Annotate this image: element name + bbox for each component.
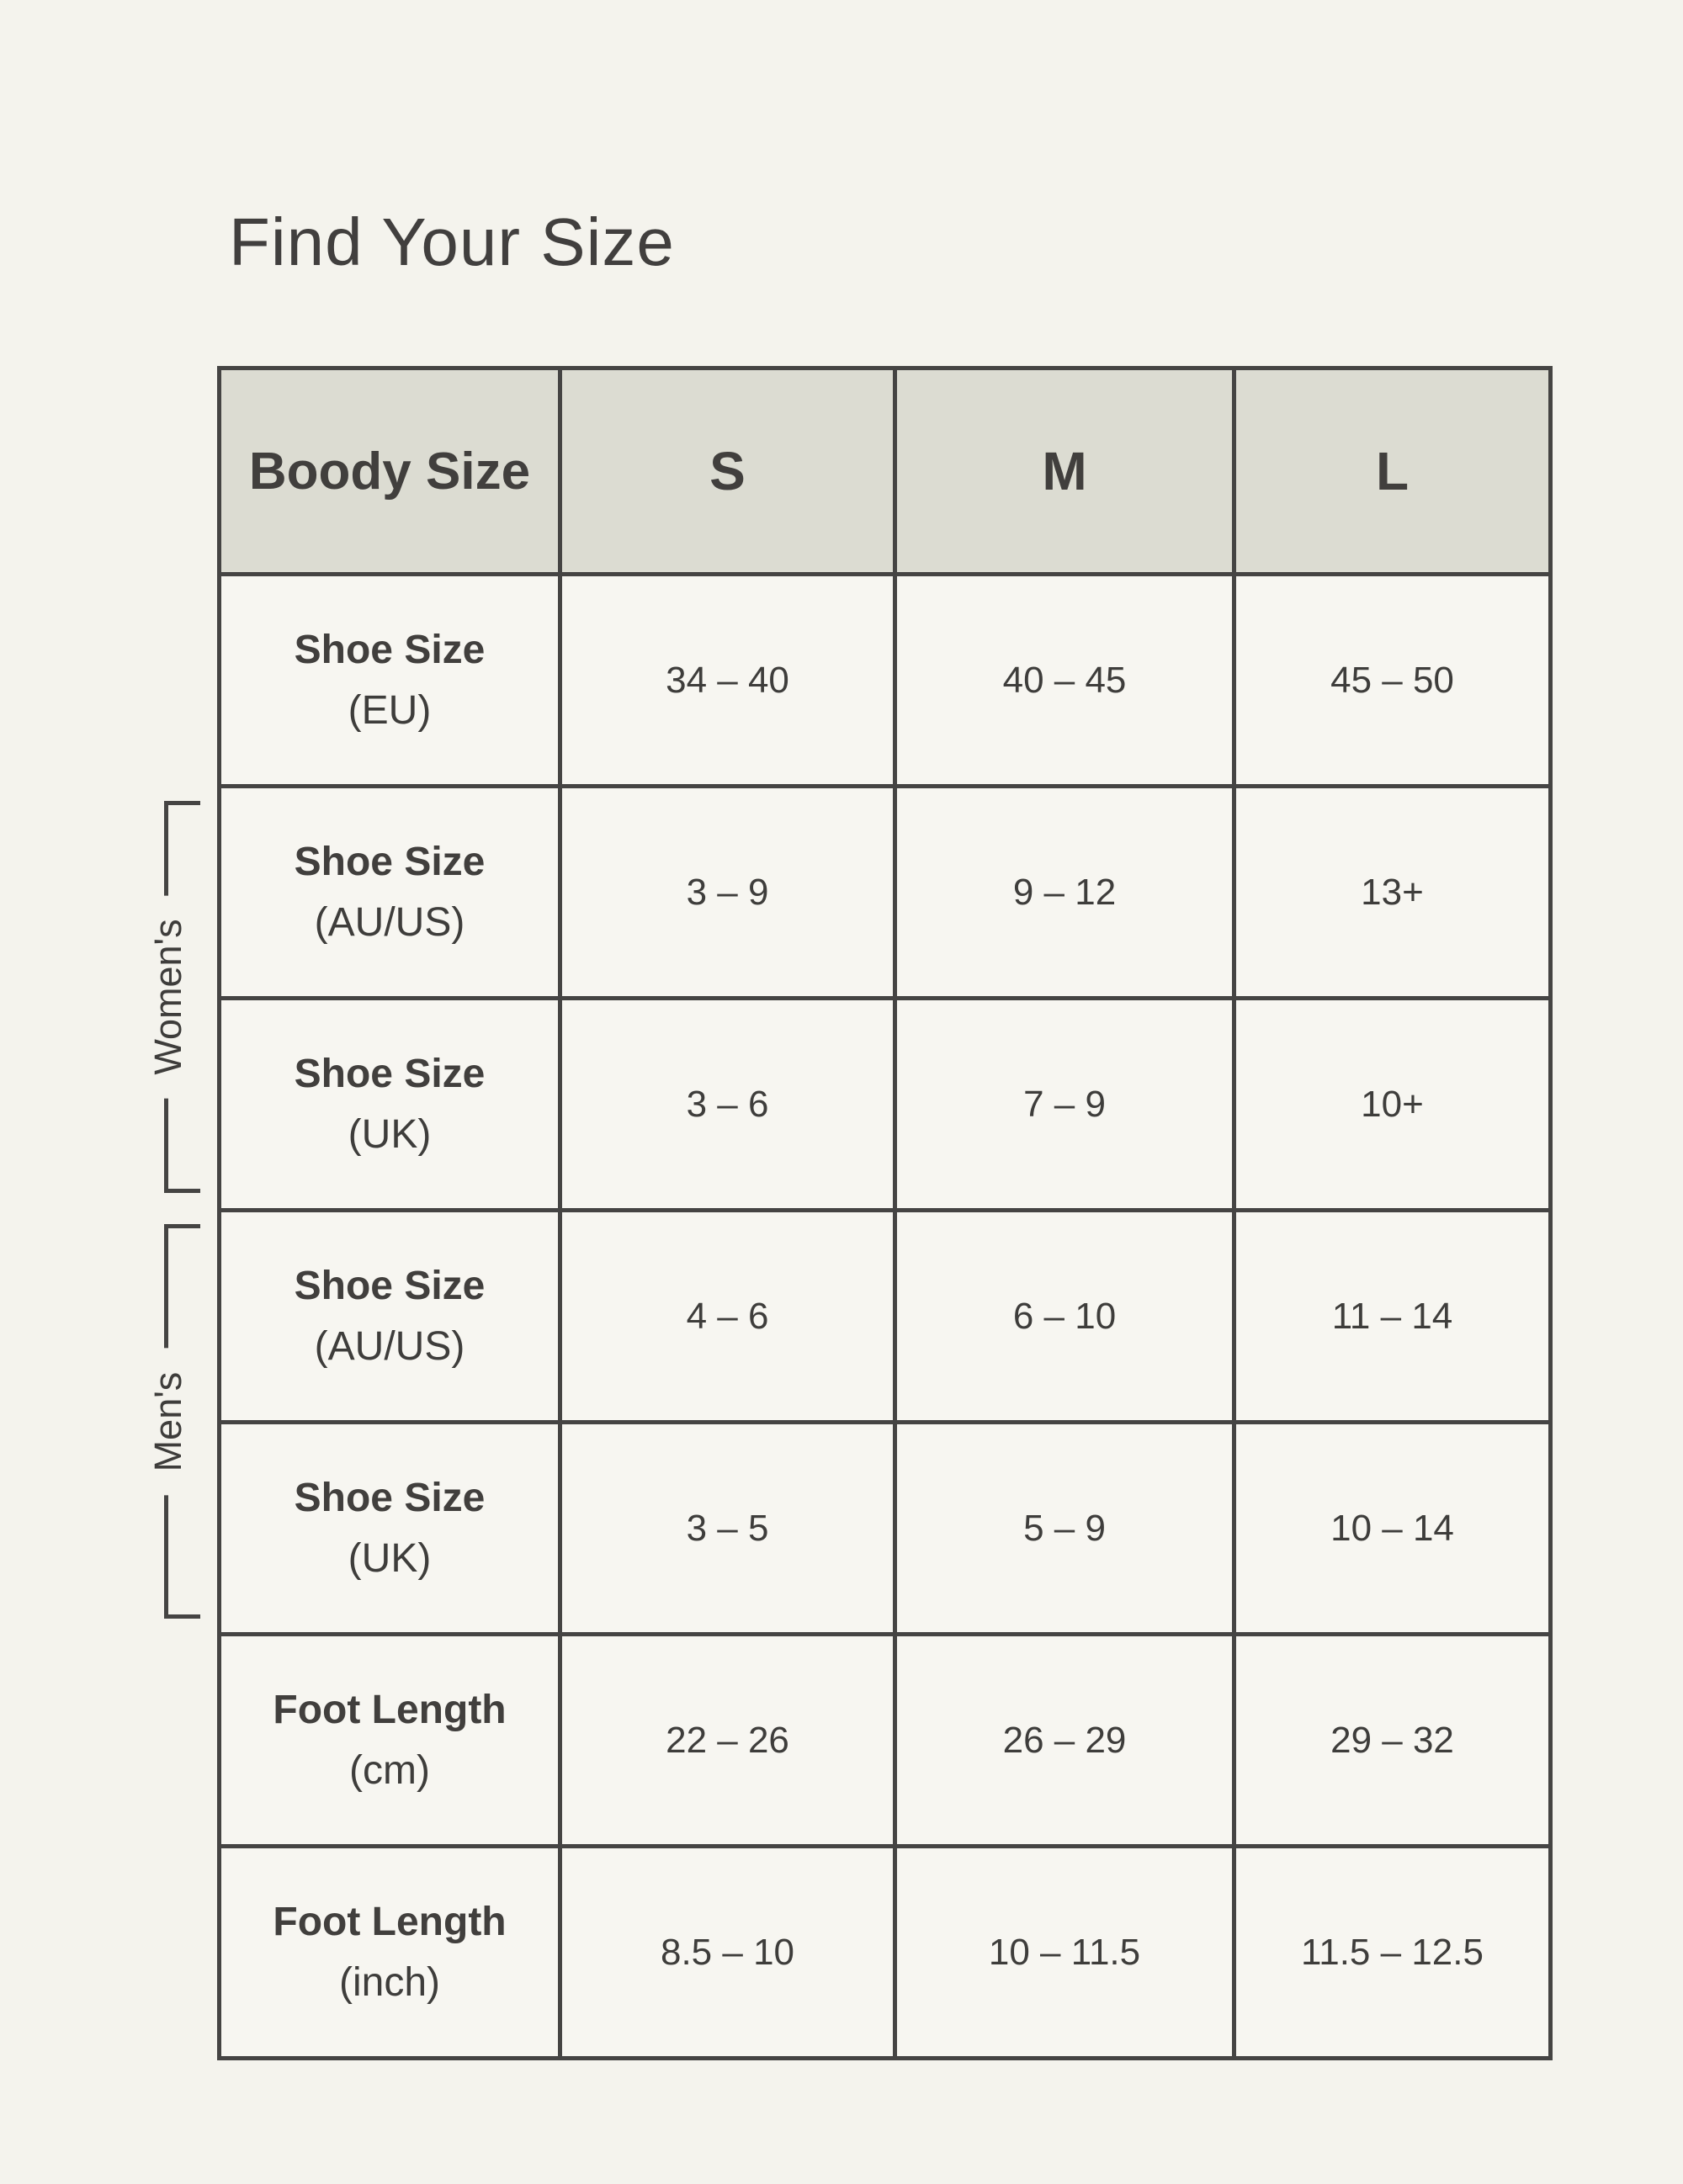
value-cell-l: 10 – 14 [1236,1424,1548,1632]
value-cell-l: 29 – 32 [1236,1636,1548,1844]
row-label-cell: Shoe Size (UK) [221,1424,558,1632]
value-cell-s: 34 – 40 [562,576,893,784]
row-label-cell: Foot Length (inch) [221,1848,558,2056]
mens-group-bracket: Men's [145,1224,200,1619]
page-title: Find Your Size [229,204,675,279]
row-label: Shoe Size [294,1263,486,1308]
size-chart-table: Boody Size S M L Shoe Size (EU) 34 – 40 … [217,366,1553,2060]
value-cell-l: 45 – 50 [1236,576,1548,784]
value-cell-s: 4 – 6 [562,1212,893,1420]
row-sublabel: (cm) [349,1747,430,1793]
row-sublabel: (AU/US) [314,1323,465,1369]
value-cell-m: 10 – 11.5 [897,1848,1232,2056]
row-label-cell: Foot Length (cm) [221,1636,558,1844]
row-label-cell: Shoe Size (EU) [221,576,558,784]
value-cell-m: 6 – 10 [897,1212,1232,1420]
womens-group-label: Women's [145,895,192,1099]
value-cell-m: 26 – 29 [897,1636,1232,1844]
header-cell-boody-size: Boody Size [221,370,558,572]
header-cell-size-m: M [897,370,1232,572]
mens-group-label: Men's [145,1348,192,1495]
value-cell-m: 40 – 45 [897,576,1232,784]
value-cell-m: 7 – 9 [897,1000,1232,1208]
womens-group-bracket: Women's [145,801,200,1193]
value-cell-s: 3 – 9 [562,788,893,996]
value-cell-l: 13+ [1236,788,1548,996]
row-sublabel: (UK) [348,1111,432,1157]
value-cell-s: 3 – 5 [562,1424,893,1632]
row-label-cell: Shoe Size (AU/US) [221,1212,558,1420]
value-cell-s: 8.5 – 10 [562,1848,893,2056]
row-label: Foot Length [273,1687,507,1732]
row-label-cell: Shoe Size (AU/US) [221,788,558,996]
header-cell-size-s: S [562,370,893,572]
header-cell-size-l: L [1236,370,1548,572]
row-label: Shoe Size [294,1475,486,1520]
value-cell-l: 11.5 – 12.5 [1236,1848,1548,2056]
row-label: Foot Length [273,1899,507,1944]
row-sublabel: (AU/US) [314,899,465,945]
row-label: Shoe Size [294,839,486,884]
value-cell-l: 10+ [1236,1000,1548,1208]
row-sublabel: (EU) [348,687,432,733]
value-cell-s: 22 – 26 [562,1636,893,1844]
row-label: Shoe Size [294,627,486,672]
value-cell-l: 11 – 14 [1236,1212,1548,1420]
value-cell-m: 5 – 9 [897,1424,1232,1632]
row-sublabel: (UK) [348,1535,432,1581]
value-cell-s: 3 – 6 [562,1000,893,1208]
value-cell-m: 9 – 12 [897,788,1232,996]
row-label: Shoe Size [294,1051,486,1096]
row-sublabel: (inch) [338,1959,441,2005]
row-label-cell: Shoe Size (UK) [221,1000,558,1208]
